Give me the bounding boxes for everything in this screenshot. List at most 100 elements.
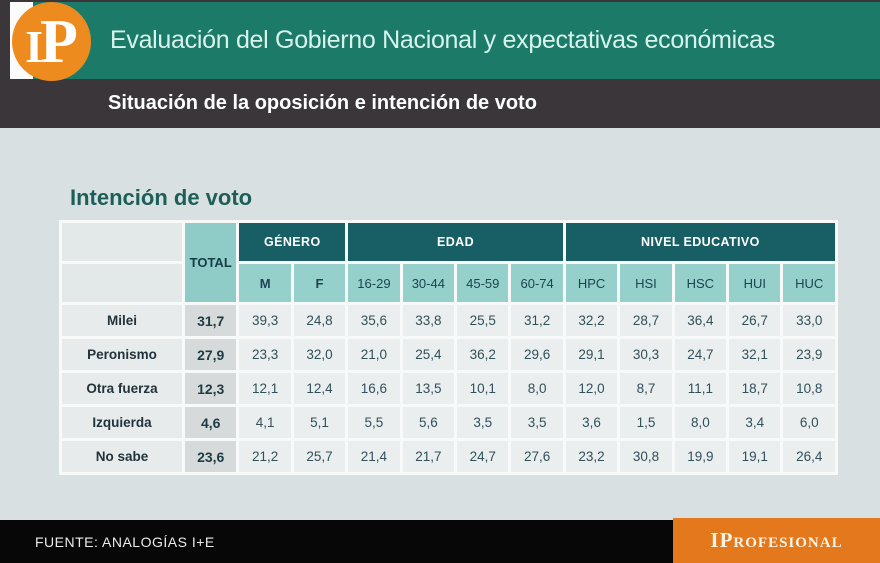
cell-value: 21,4 — [348, 441, 400, 472]
vote-intention-table: TOTAL GÉNERO EDAD NIVEL EDUCATIVO M F 16-29 30-… — [59, 220, 838, 475]
top-header-section: Evaluación del Gobierno Nacional y expec… — [0, 0, 880, 128]
cell-value: 24,8 — [293, 305, 346, 336]
cell-value: 8,7 — [620, 373, 672, 404]
cell-value: 8,0 — [511, 373, 563, 404]
cell-value: 19,1 — [729, 441, 781, 472]
cell-value: 33,0 — [783, 305, 835, 336]
cell-value: 32,1 — [729, 339, 781, 370]
cell-value: 30,3 — [620, 339, 672, 370]
report-subtitle: Situación de la oposición e intención de… — [108, 92, 537, 114]
cell-value: 10,8 — [783, 373, 835, 404]
cell-value: 24,7 — [457, 441, 509, 472]
cell-value: 10,1 — [457, 373, 509, 404]
cell-value: 13,5 — [402, 373, 455, 404]
column-header-60-74: 60-74 — [511, 264, 563, 302]
cell-value: 16,6 — [348, 373, 400, 404]
group-header-nivel-educativo: NIVEL EDUCATIVO — [565, 223, 835, 261]
cell-value: 1,5 — [620, 407, 672, 438]
group-header-edad: EDAD — [348, 223, 563, 261]
cell-value: 29,1 — [565, 339, 618, 370]
column-header-45-59: 45-59 — [457, 264, 509, 302]
cell-value: 32,2 — [565, 305, 618, 336]
cell-value: 8,0 — [674, 407, 727, 438]
ip-logo: I P — [12, 2, 91, 81]
cell-value: 32,0 — [293, 339, 346, 370]
corner-cell — [62, 264, 182, 302]
cell-value: 25,4 — [402, 339, 455, 370]
subtitle-bar: Situación de la oposición e intención de… — [0, 79, 880, 128]
table-row: Peronismo 27,9 23,3 32,0 21,0 25,4 36,2 29,6 29,… — [62, 339, 835, 370]
column-header-f: F — [293, 264, 346, 302]
cell-value: 23,2 — [565, 441, 618, 472]
cell-value: 21,0 — [348, 339, 400, 370]
report-title: Evaluación del Gobierno Nacional y expec… — [110, 26, 775, 54]
cell-value: 3,4 — [729, 407, 781, 438]
row-label: Milei — [62, 305, 182, 336]
logo-letter-p: P — [40, 7, 78, 76]
row-label: No sabe — [62, 441, 182, 472]
table-title: Intención de voto — [70, 185, 253, 210]
cell-value: 3,5 — [511, 407, 563, 438]
cell-value: 26,4 — [783, 441, 835, 472]
cell-value: 3,5 — [457, 407, 509, 438]
cell-value: 12,4 — [293, 373, 346, 404]
source-text: FUENTE: ANALOGÍAS I+E — [35, 533, 215, 550]
cell-value: 21,2 — [239, 441, 291, 472]
cell-value: 12,1 — [239, 373, 291, 404]
table-row: Izquierda 4,6 4,1 5,1 5,5 5,6 3,5 3,5 3,6 1,5 8,0 3… — [62, 407, 835, 438]
total-value: 31,7 — [185, 305, 237, 336]
cell-value: 23,9 — [783, 339, 835, 370]
cell-value: 36,4 — [674, 305, 727, 336]
column-header-hsi: HSI — [620, 264, 672, 302]
title-banner: Evaluación del Gobierno Nacional y expec… — [33, 2, 880, 79]
cell-value: 12,0 — [565, 373, 618, 404]
cell-value: 29,6 — [511, 339, 563, 370]
logo-letter-i: I — [25, 20, 44, 72]
cell-value: 6,0 — [783, 407, 835, 438]
cell-value: 3,6 — [565, 407, 618, 438]
cell-value: 19,9 — [674, 441, 727, 472]
cell-value: 28,7 — [620, 305, 672, 336]
cell-value: 33,8 — [402, 305, 455, 336]
total-value: 23,6 — [185, 441, 237, 472]
total-value: 4,6 — [185, 407, 237, 438]
cell-value: 25,5 — [457, 305, 509, 336]
column-header-30-44: 30-44 — [402, 264, 455, 302]
cell-value: 24,7 — [674, 339, 727, 370]
cell-value: 31,2 — [511, 305, 563, 336]
column-header-hpc: HPC — [565, 264, 618, 302]
cell-value: 36,2 — [457, 339, 509, 370]
cell-value: 30,8 — [620, 441, 672, 472]
column-header-hui: HUI — [729, 264, 781, 302]
total-column-header: TOTAL — [185, 223, 237, 302]
table-row: Milei 31,7 39,3 24,8 35,6 33,8 25,5 31,2 32,2 28,… — [62, 305, 835, 336]
total-value: 12,3 — [185, 373, 237, 404]
iprofesional-brand: IProfesional — [673, 518, 880, 563]
column-header-hsc: HSC — [674, 264, 727, 302]
cell-value: 5,5 — [348, 407, 400, 438]
column-header-16-29: 16-29 — [348, 264, 400, 302]
table-row: Otra fuerza 12,3 12,1 12,4 16,6 13,5 10,1 8,0 12… — [62, 373, 835, 404]
cell-value: 5,6 — [402, 407, 455, 438]
cell-value: 18,7 — [729, 373, 781, 404]
row-label: Izquierda — [62, 407, 182, 438]
cell-value: 5,1 — [293, 407, 346, 438]
cell-value: 35,6 — [348, 305, 400, 336]
row-label: Peronismo — [62, 339, 182, 370]
group-header-género: GÉNERO — [239, 223, 346, 261]
column-header-m: M — [239, 264, 291, 302]
cell-value: 27,6 — [511, 441, 563, 472]
column-header-huc: HUC — [783, 264, 835, 302]
corner-cell — [62, 223, 182, 261]
cell-value: 23,3 — [239, 339, 291, 370]
cell-value: 39,3 — [239, 305, 291, 336]
cell-value: 11,1 — [674, 373, 727, 404]
cell-value: 21,7 — [402, 441, 455, 472]
vote-table-wrapper: TOTAL GÉNERO EDAD NIVEL EDUCATIVO M F 16-29 30-… — [59, 220, 838, 475]
main-content: Intención de voto TOTAL GÉNERO EDAD NIVEL E… — [0, 128, 880, 520]
cell-value: 4,1 — [239, 407, 291, 438]
row-label: Otra fuerza — [62, 373, 182, 404]
table-row: No sabe 23,6 21,2 25,7 21,4 21,7 24,7 27,6 23,2 3… — [62, 441, 835, 472]
cell-value: 26,7 — [729, 305, 781, 336]
cell-value: 25,7 — [293, 441, 346, 472]
